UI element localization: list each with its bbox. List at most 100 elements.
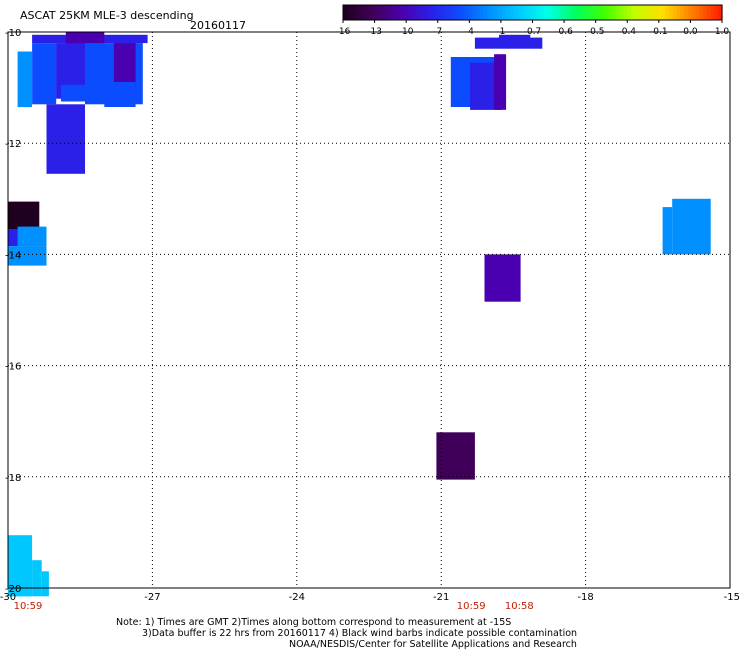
longitude-label: -15 — [724, 592, 740, 603]
colorbar-segment — [449, 5, 454, 20]
data-cell — [662, 207, 673, 255]
colorbar-segment — [502, 5, 507, 20]
data-cell — [499, 34, 531, 44]
colorbar-segment — [483, 5, 488, 20]
colorbar-segment — [380, 5, 386, 20]
latitude-label: -16 — [5, 362, 21, 373]
map-frame — [7, 31, 731, 589]
colorbar-segment — [589, 5, 594, 20]
colorbar-segment — [574, 5, 579, 20]
data-cell — [41, 571, 49, 597]
colorbar-segment — [668, 5, 674, 20]
colorbar-segment — [399, 5, 405, 20]
colorbar-segment — [638, 5, 644, 20]
colorbar-segment — [672, 5, 678, 20]
colorbar-segment — [646, 5, 651, 20]
data-cell — [484, 254, 521, 302]
data-cell — [17, 51, 32, 108]
colorbar — [342, 4, 723, 21]
colorbar-segment — [551, 5, 556, 20]
colorbar-segment — [687, 5, 693, 20]
colorbar-segment — [441, 5, 446, 20]
colorbar-segment — [657, 5, 662, 20]
colorbar-segment — [513, 5, 518, 20]
colorbar-segment — [517, 5, 522, 20]
colorbar-segment — [634, 5, 640, 20]
longitude-tick-labels: -30 -27 -24 -21 -18 -15 — [0, 592, 740, 603]
colorbar-segment — [703, 5, 708, 20]
colorbar-segment — [680, 5, 685, 20]
colorbar-segment — [706, 5, 712, 20]
colorbar-segment — [562, 5, 568, 20]
data-cell — [436, 432, 475, 480]
colorbar-segment — [418, 5, 424, 20]
colorbar-segment — [433, 5, 439, 20]
colorbar-segment — [615, 5, 621, 20]
data-cell — [104, 82, 136, 107]
colorbar-segment — [343, 5, 348, 20]
data-cell — [17, 226, 47, 247]
data-cell — [8, 201, 40, 230]
colorbar-segment — [642, 5, 647, 20]
colorbar-segment — [426, 5, 431, 20]
colorbar-segment — [661, 5, 666, 20]
colorbar-segment — [373, 5, 378, 20]
colorbar-segment — [350, 5, 355, 20]
colorbar-segment — [509, 5, 515, 20]
colorbar-segment — [377, 5, 382, 20]
colorbar-segment — [388, 5, 393, 20]
colorbar-segment — [532, 5, 537, 20]
colorbar-segment — [623, 5, 628, 20]
colorbar-segment — [559, 5, 564, 20]
colorbar-segment — [577, 5, 583, 20]
colorbar-segment — [479, 5, 484, 20]
colorbar-segment — [528, 5, 534, 20]
colorbar-segment — [403, 5, 409, 20]
data-cell — [494, 54, 507, 110]
longitude-label: -27 — [144, 592, 160, 603]
wind-data-cells — [8, 32, 711, 597]
data-cell — [32, 43, 57, 105]
data-cell — [8, 535, 33, 597]
colorbar-segment — [475, 5, 481, 20]
colorbar-segment — [396, 5, 401, 20]
colorbar-segment — [365, 5, 371, 20]
colorbar-segment — [452, 5, 458, 20]
colorbar-segment — [555, 5, 560, 20]
note-line-1: Note: 1) Times are GMT 2)Times along bot… — [116, 617, 511, 628]
colorbar-segment — [392, 5, 397, 20]
time-label: 10:59 — [457, 601, 486, 612]
colorbar-segment — [384, 5, 390, 20]
colorbar-segment — [710, 5, 716, 20]
colorbar-segment — [407, 5, 412, 20]
colorbar-segment — [445, 5, 450, 20]
colorbar-segment — [460, 5, 465, 20]
data-cell — [46, 104, 85, 174]
latitude-tick-labels: -10 -12 -14 -16 -18 -20 — [5, 28, 21, 595]
colorbar-segment — [369, 5, 374, 20]
colorbar-segment — [498, 5, 503, 20]
colorbar-segment — [604, 5, 609, 20]
colorbar-segment — [411, 5, 416, 20]
colorbar-segment — [536, 5, 541, 20]
colorbar-segment — [471, 5, 477, 20]
time-label: 10:58 — [505, 601, 534, 612]
colorbar-segment — [570, 5, 575, 20]
colorbar-segment — [361, 5, 367, 20]
time-label: 10:59 — [14, 601, 43, 612]
colorbar-segment — [600, 5, 606, 20]
colorbar-segment — [521, 5, 526, 20]
colorbar-segment — [649, 5, 655, 20]
colorbar-segment — [695, 5, 700, 20]
latitude-label: -18 — [5, 473, 21, 484]
data-cell — [60, 84, 100, 102]
latitude-label: -20 — [5, 584, 21, 595]
latitude-label: -12 — [5, 139, 21, 150]
colorbar-segment — [415, 5, 420, 20]
colorbar-segment — [505, 5, 511, 20]
colorbar-segment — [354, 5, 359, 20]
colorbar-segment — [593, 5, 598, 20]
colorbar-segment — [718, 5, 723, 20]
